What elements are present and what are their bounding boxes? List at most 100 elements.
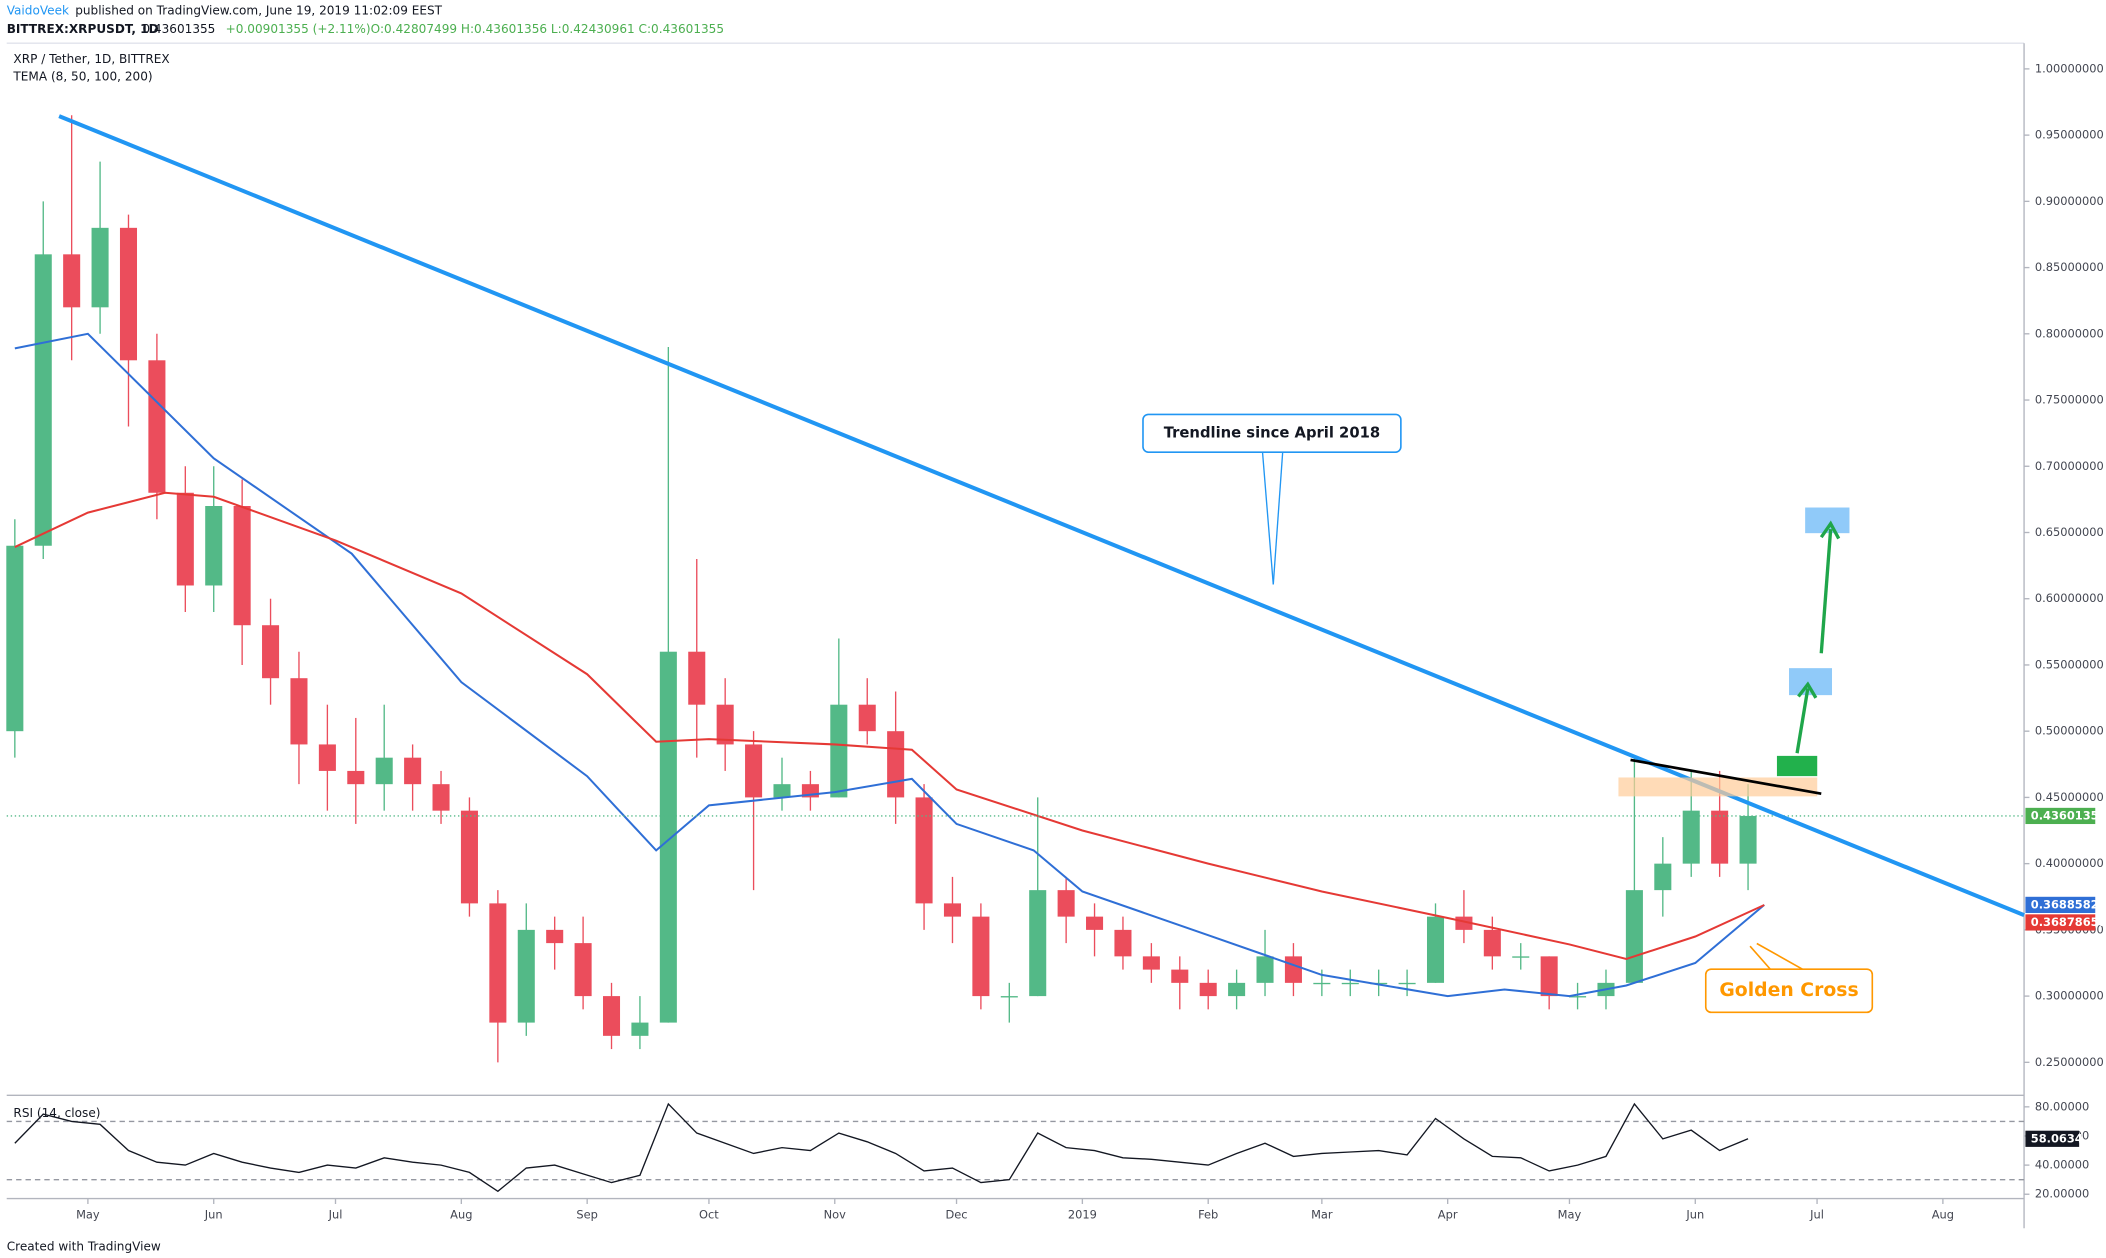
candle-body <box>347 770 365 785</box>
arrow-head <box>1797 681 1818 699</box>
candle-body <box>1228 982 1246 997</box>
x-tick-label: Oct <box>699 1207 719 1221</box>
candle-body <box>460 810 478 904</box>
candle-body <box>745 744 763 798</box>
candle-body <box>1086 916 1104 930</box>
x-tick-label: Mar <box>1311 1207 1333 1221</box>
candle-body <box>688 651 706 705</box>
price-tag <box>2025 807 2096 825</box>
candle-body <box>1711 810 1729 864</box>
candle-body <box>1654 863 1672 891</box>
price-tag <box>2025 914 2096 931</box>
price-tag-label: 0.36878659 <box>2031 915 2106 929</box>
rsi-tag <box>2025 1130 2080 1147</box>
candle-body <box>489 903 507 1023</box>
y-tick-label: 0.65000000 <box>2035 525 2104 539</box>
price-tag <box>2025 896 2096 913</box>
candle-body <box>119 227 138 361</box>
y-tick-label: 1.00000000 <box>2035 61 2104 75</box>
x-tick-label: Jul <box>328 1207 343 1221</box>
x-tick-label: Jun <box>1685 1207 1704 1221</box>
candle-body <box>404 757 422 785</box>
candle-body <box>858 704 876 732</box>
x-tick-label: Apr <box>1438 1207 1458 1221</box>
candle-body <box>63 254 81 308</box>
callout-pointer <box>1756 942 1803 970</box>
symbol: BITTREX:XRPUSDT, 1D <box>7 22 159 36</box>
callout-box <box>1142 413 1402 453</box>
candle-body <box>943 903 962 917</box>
x-tick-label: Dec <box>945 1207 967 1221</box>
candle-body <box>546 929 564 944</box>
candle-body <box>1739 815 1757 864</box>
candle-body <box>290 678 308 745</box>
y-tick-label: 0.55000000 <box>2035 657 2104 671</box>
candle-body <box>1625 890 1643 983</box>
x-tick-label: Aug <box>450 1207 472 1221</box>
y-tick-label: 0.40000000 <box>2035 856 2104 870</box>
published-note: published on TradingView.com, June 19, 2… <box>75 3 442 17</box>
y-tick-label: 80.00000 <box>2035 1099 2089 1113</box>
candle-body <box>1540 956 1558 997</box>
candle-body <box>915 797 933 904</box>
candle-body <box>972 916 990 997</box>
pattern-line <box>1630 758 1822 796</box>
candle-body <box>375 757 393 785</box>
x-tick-label: Feb <box>1198 1207 1218 1221</box>
candle-body <box>205 506 223 586</box>
candle-body <box>773 784 791 798</box>
tema-line <box>14 491 1765 961</box>
x-tick-label: Sep <box>576 1207 598 1221</box>
candle-body <box>6 545 24 732</box>
candle-body <box>432 784 450 811</box>
last-price: 0.43601355 <box>142 22 215 36</box>
y-tick-label: 0.85000000 <box>2035 260 2104 274</box>
y-tick-label: 0.50000000 <box>2035 724 2104 738</box>
rsi-title: RSI (14, close) <box>13 1106 100 1120</box>
candle-body <box>716 704 734 745</box>
candle-body <box>1512 956 1530 958</box>
resistance-zone <box>1618 777 1818 797</box>
price-tag-label: 0.43601355 <box>2031 808 2106 822</box>
drawings: Trendline since April 2018 Golden Cross <box>58 114 2025 1014</box>
candle-body <box>1569 996 1587 998</box>
y-tick-label: 0.90000000 <box>2035 194 2104 208</box>
candle-body <box>1142 956 1160 970</box>
candle-body <box>574 943 592 997</box>
y-tick-label: 0.60000000 <box>2035 591 2104 605</box>
rsi-line <box>14 1102 1749 1193</box>
price-tag-label: 0.36885820 <box>2031 897 2106 911</box>
candle-body <box>1256 956 1274 983</box>
callout-pointer <box>1261 452 1274 585</box>
candle-body <box>1114 929 1132 957</box>
candle-body <box>91 227 109 308</box>
candle-body <box>1171 969 1189 983</box>
y-tick-label: 20.00000 <box>2035 1187 2089 1201</box>
candle-body <box>34 254 52 546</box>
y-tick-label: 0.30000000 <box>2035 989 2104 1003</box>
candle-body <box>830 704 848 798</box>
y-tick-label: 0.80000000 <box>2035 326 2104 340</box>
candle-body <box>1029 890 1047 997</box>
x-tick-label: Nov <box>824 1207 846 1221</box>
author[interactable]: VaidoVeek <box>7 3 69 17</box>
x-tick-label: Aug <box>1932 1207 1954 1221</box>
x-tick-label: May <box>1558 1207 1582 1221</box>
indicator-label: TEMA (8, 50, 100, 200) <box>12 69 152 83</box>
candle-body <box>1426 916 1445 983</box>
y-tick-label: 0.25000000 <box>2035 1055 2104 1069</box>
callout-pointer <box>1272 452 1284 585</box>
candle-body <box>176 492 194 586</box>
candle-body <box>602 996 621 1036</box>
y-tick-label: 0.70000000 <box>2035 459 2104 473</box>
candle-body <box>659 651 677 1023</box>
chart-title: XRP / Tether, 1D, BITTREX <box>13 52 169 66</box>
candle-body <box>1398 982 1416 985</box>
y-tick-label: 0.45000000 <box>2035 790 2104 804</box>
candle-body <box>631 1022 649 1036</box>
callout-pointer <box>1749 945 1771 970</box>
footer: Created with TradingView <box>7 1240 161 1254</box>
ohlc: O:0.42807499 H:0.43601356 L:0.42430961 C… <box>371 22 724 36</box>
